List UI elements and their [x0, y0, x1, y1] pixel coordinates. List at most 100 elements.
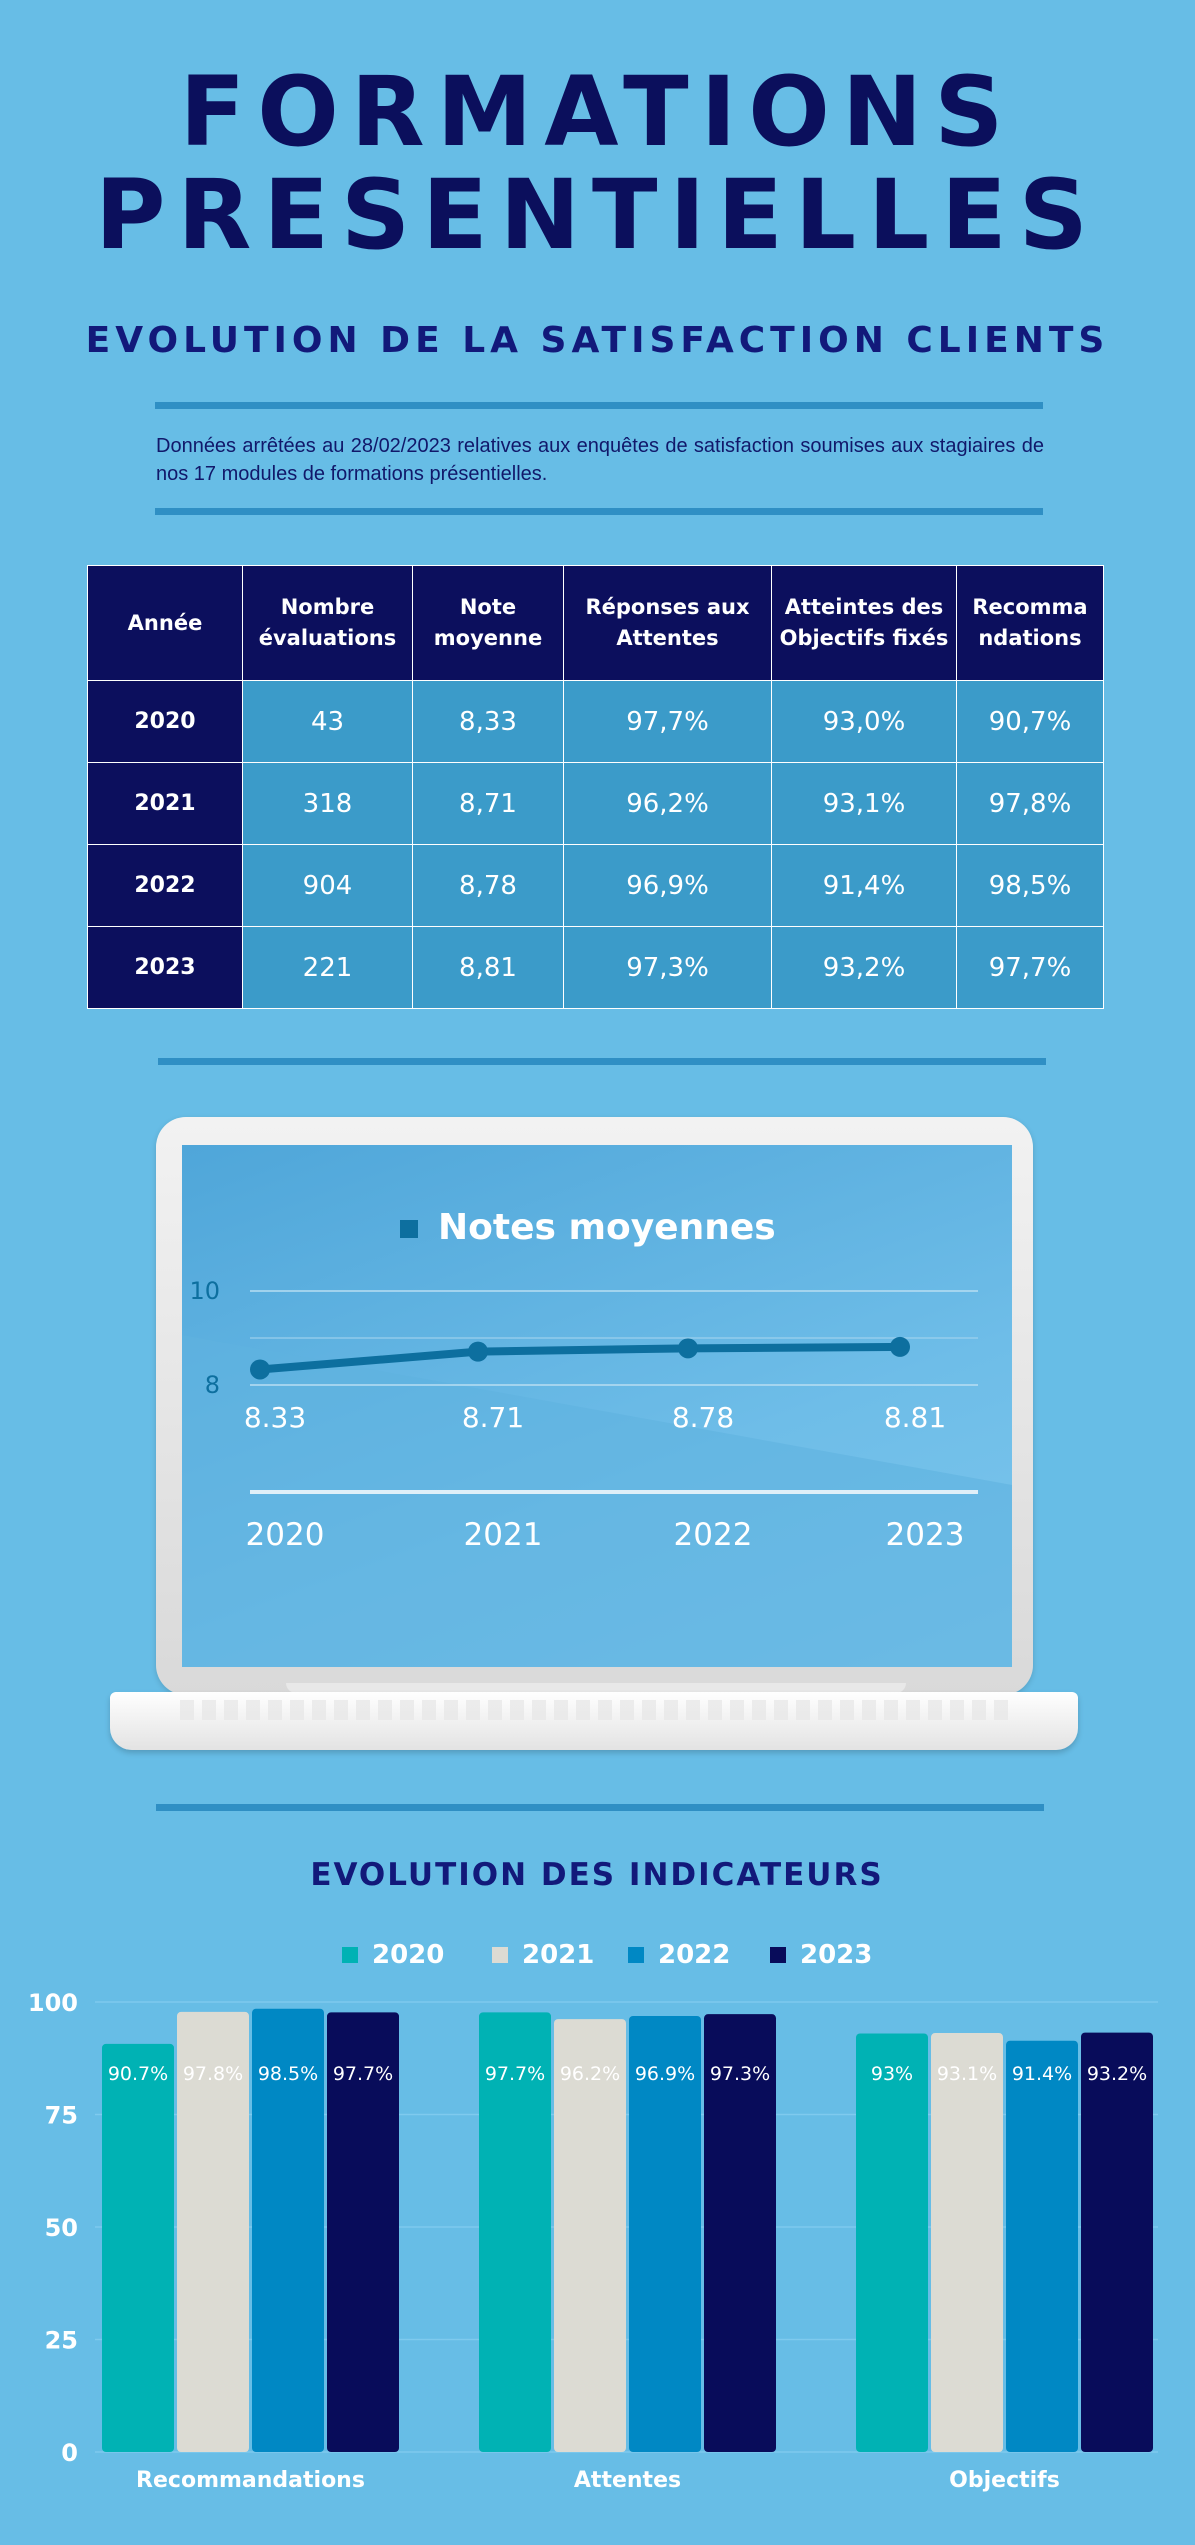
legend-label: 2021	[522, 1940, 594, 1970]
data-label: 8.81	[884, 1401, 946, 1434]
y-tick-label: 50	[45, 2214, 78, 2242]
line-series	[250, 1336, 910, 1380]
table-row: 2020 43 8,33 97,7% 93,0% 90,7%	[87, 680, 1104, 763]
x-axis-labels: Recommandations Attentes Objectifs	[136, 2468, 1060, 2493]
bar	[479, 2012, 551, 2452]
bar	[931, 2033, 1003, 2452]
bar	[629, 2015, 701, 2452]
chart-grid	[250, 1290, 978, 1386]
bar	[252, 2008, 324, 2452]
column-header: Réponses aux Attentes	[563, 565, 772, 681]
table-cell-year: 2020	[87, 680, 243, 763]
data-point	[678, 1338, 698, 1359]
table-cell: 8,78	[412, 844, 564, 927]
table-cell: 90,7%	[956, 680, 1104, 763]
y-tick-label: 25	[45, 2327, 78, 2355]
table-cell: 96,2%	[563, 762, 772, 845]
category-label: Recommandations	[136, 2468, 365, 2493]
legend-swatch	[628, 1947, 644, 1963]
page-title-line-2: PRESENTIELLES	[95, 159, 1100, 271]
line-chart: Notes moyennes 10 8 8.33 8.71 8.78 8.81 2020…	[182, 1207, 1012, 1667]
series-line	[259, 1342, 901, 1374]
table-cell-year: 2022	[87, 844, 243, 927]
category-label: Objectifs	[949, 2468, 1060, 2493]
bar	[554, 2019, 626, 2452]
x-tick-label: 2023	[886, 1517, 965, 1553]
table-cell: 318	[242, 762, 413, 845]
table-cell: 904	[242, 844, 413, 927]
bar	[102, 2043, 174, 2452]
bar-value-label: 97.7%	[485, 2063, 545, 2085]
table-cell: 91,4%	[771, 844, 957, 927]
page-title-line-1: FORMATIONS	[179, 56, 1016, 168]
table-cell: 96,9%	[563, 844, 772, 927]
table-cell: 93,0%	[771, 680, 957, 763]
legend-swatch	[342, 1947, 358, 1963]
chart-title: Notes moyennes	[438, 1207, 776, 1248]
divider	[156, 1804, 1044, 1811]
table-cell: 93,2%	[771, 926, 957, 1009]
x-tick-label: 2022	[674, 1517, 753, 1553]
table-cell: 97,7%	[956, 926, 1104, 1009]
y-tick-label: 0	[61, 2439, 78, 2467]
chart-legend: 2020 2021 2022 2023	[342, 1940, 872, 1970]
intro-text: Données arrêtées au 28/02/2023 relatives…	[156, 435, 1044, 485]
x-tick-label: 2020	[246, 1517, 325, 1553]
legend-swatch	[770, 1947, 786, 1963]
bar	[1081, 2032, 1153, 2452]
bar-value-label: 93%	[871, 2063, 913, 2085]
table-cell: 97,7%	[563, 680, 772, 763]
legend-label: 2020	[372, 1940, 444, 1970]
divider	[155, 508, 1043, 515]
bar	[1006, 2040, 1078, 2452]
x-axis-labels: 2020 2021 2022 2023	[246, 1517, 965, 1553]
bar	[856, 2033, 928, 2452]
chart-title: EVOLUTION DES INDICATEURS	[310, 1857, 883, 1893]
divider	[155, 402, 1043, 409]
screen-shading	[182, 1335, 1012, 1667]
table-cell: 98,5%	[956, 844, 1104, 927]
table-row: 2022 904 8,78 96,9% 91,4% 98,5%	[87, 844, 1104, 927]
bar-value-label: 96.2%	[560, 2063, 620, 2085]
laptop-screen: Notes moyennes 10 8 8.33 8.71 8.78 8.81 2020…	[182, 1145, 1012, 1667]
bar	[177, 2011, 249, 2452]
bar-value-label: 98.5%	[258, 2063, 318, 2085]
bar-value-label: 93.1%	[937, 2063, 997, 2085]
data-label: 8.78	[672, 1401, 734, 1434]
legend-label: 2023	[800, 1940, 872, 1970]
data-point	[890, 1336, 910, 1357]
y-tick-label: 75	[45, 2102, 78, 2130]
bar-chart: EVOLUTION DES INDICATEURS 2020 2021 2022 20…	[28, 1857, 1158, 2493]
bar-value-label: 96.9%	[635, 2063, 695, 2085]
bar-value-label: 97.7%	[333, 2063, 393, 2085]
satisfaction-table: Année Nombre évaluations Note moyenne Ré…	[87, 565, 1104, 1009]
table-row: 2023 221 8,81 97,3% 93,2% 97,7%	[87, 926, 1104, 1009]
bar-value-label: 93.2%	[1087, 2063, 1147, 2085]
laptop-hinge	[286, 1683, 906, 1693]
y-tick-label: 10	[189, 1277, 220, 1305]
table-cell-year: 2021	[87, 762, 243, 845]
bar-series: 90.7% 97.8% 98.5% 97.7% 97.7% 96.2% 96.9% 97.3%…	[102, 2008, 1153, 2452]
y-tick-label: 8	[205, 1371, 220, 1399]
x-tick-label: 2021	[464, 1517, 543, 1553]
bar-value-label: 90.7%	[108, 2063, 168, 2085]
table-cell: 8,71	[412, 762, 564, 845]
table-cell: 93,1%	[771, 762, 957, 845]
column-header: Note moyenne	[412, 565, 564, 681]
y-axis-ticks: 10 8	[189, 1277, 220, 1399]
table-cell: 97,3%	[563, 926, 772, 1009]
column-header: Atteintes des Objectifs fixés	[771, 565, 957, 681]
bar-value-label: 97.3%	[710, 2063, 770, 2085]
bar-value-label: 97.8%	[183, 2063, 243, 2085]
data-label: 8.71	[462, 1401, 524, 1434]
table-header-row: Année Nombre évaluations Note moyenne Ré…	[87, 565, 1104, 681]
data-point	[250, 1359, 270, 1380]
bar	[704, 2014, 776, 2452]
page-subtitle: EVOLUTION DE LA SATISFACTION CLIENTS	[85, 320, 1110, 361]
table-cell: 221	[242, 926, 413, 1009]
column-header: Recomma ndations	[956, 565, 1104, 681]
table-cell: 43	[242, 680, 413, 763]
legend-swatch	[492, 1947, 508, 1963]
data-labels: 8.33 8.71 8.78 8.81	[244, 1401, 946, 1434]
y-tick-label: 100	[28, 1989, 78, 2017]
